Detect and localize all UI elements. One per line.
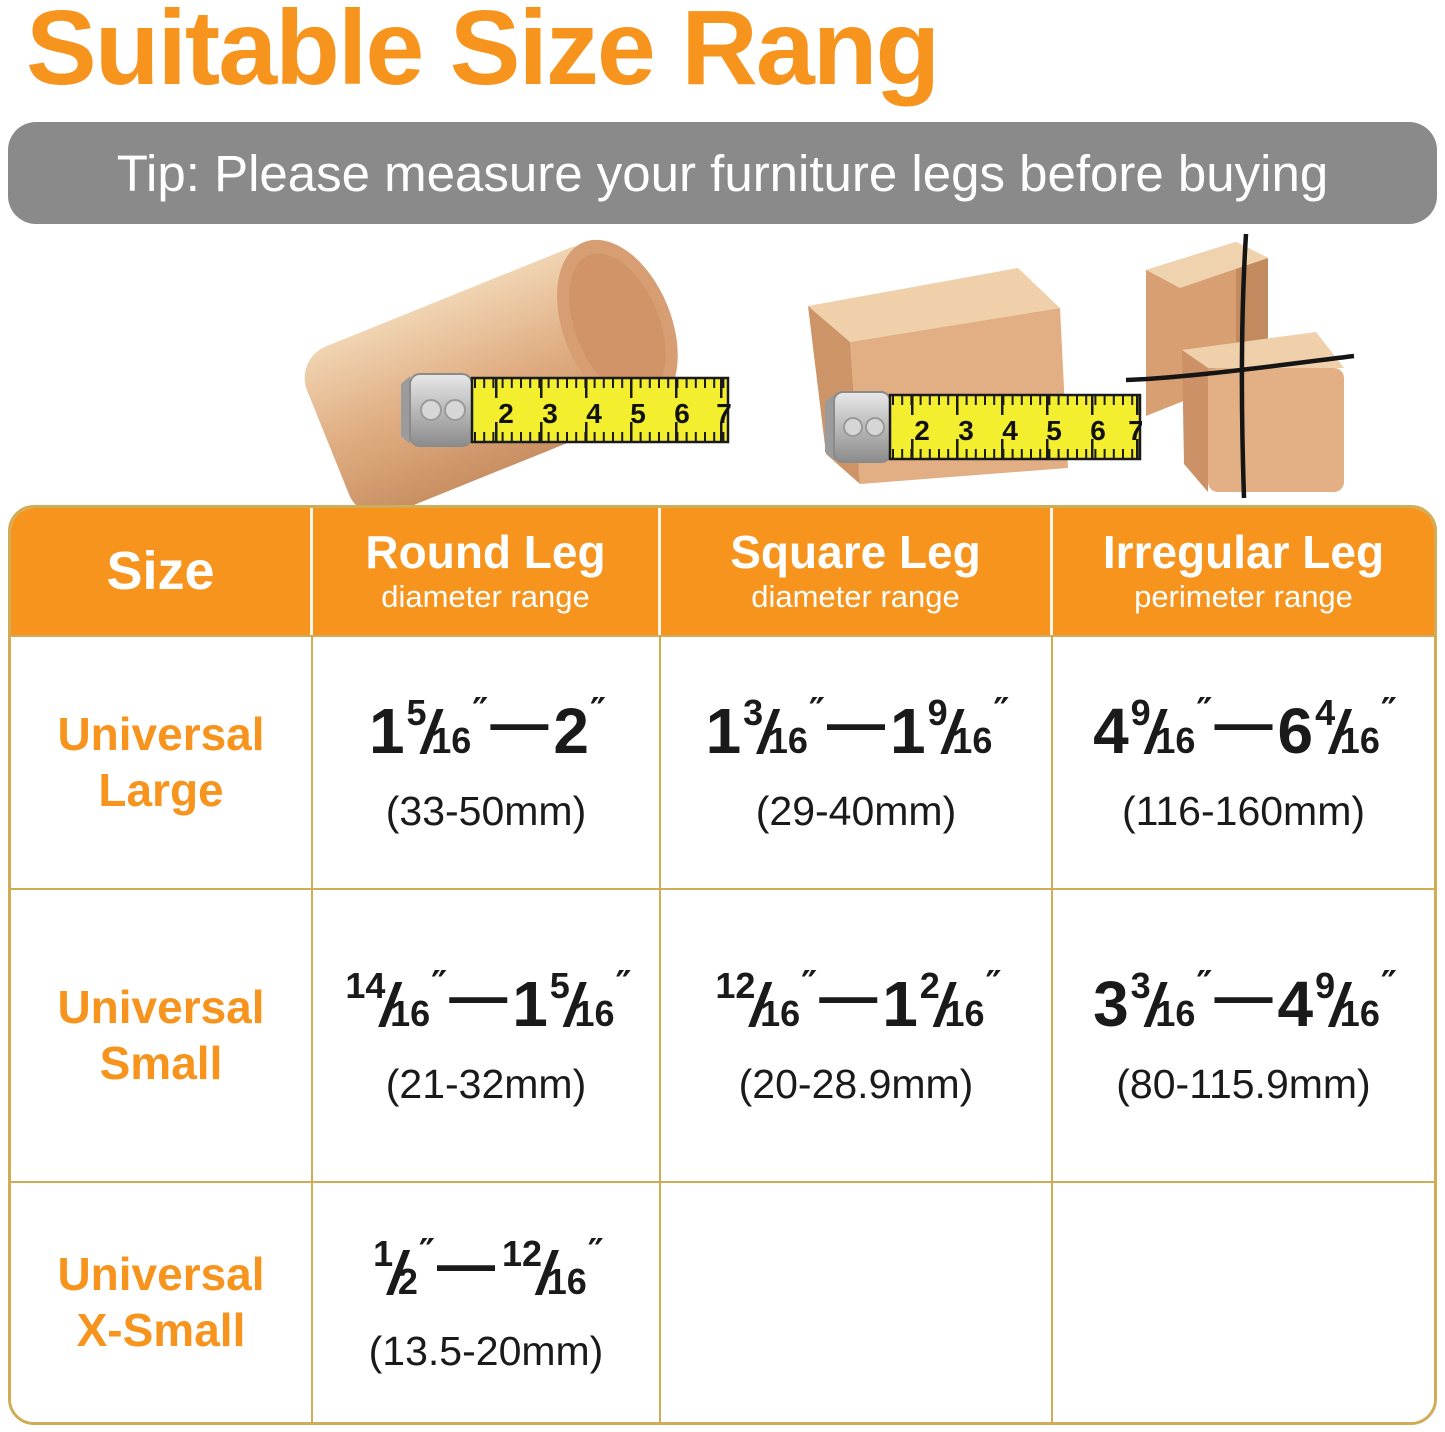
cell-large-round: 15/16″—2″ (33-50mm) [313,635,661,888]
tape-measure-icon: 2 3 4 5 6 7 [825,391,1142,463]
tape-number: 4 [586,398,602,429]
inch-range: 1/2″— 12/16″ [373,1231,604,1307]
mm-range: (21-32mm) [385,1061,587,1107]
col-header-round-leg: Round Leg diameter range [313,508,661,635]
page-title: Suitable Size Rang [26,0,940,107]
mm-range: (29-40mm) [755,788,957,834]
header-sublabel: diameter range [751,579,960,615]
round-leg-photo: 2 3 4 5 6 7 [304,239,738,505]
cell-xsmall-irregular-empty [1053,1181,1434,1422]
tape-number: 3 [542,398,558,429]
row-label-universal-x-small: Universal X-Small [11,1181,313,1422]
irregular-leg-photo [1125,233,1355,499]
cell-xsmall-square-empty [661,1181,1053,1422]
header-label: Square Leg [730,525,981,578]
tape-measure-icon: 2 3 4 5 6 7 [401,373,738,447]
measuring-string-icon [1125,233,1355,499]
cell-xsmall-round: 1/2″— 12/16″ (13.5-20mm) [313,1181,661,1422]
size-range-table: Size Round Leg diameter range Square Leg… [8,505,1437,1425]
cell-large-square: 13/16″—19/16″ (29-40mm) [661,635,1053,888]
header-sublabel: perimeter range [1134,579,1353,615]
inch-range: 13/16″—19/16″ [705,691,1010,767]
col-header-irregular-leg: Irregular Leg perimeter range [1053,508,1434,635]
mm-range: (80-115.9mm) [1116,1061,1371,1107]
photo-strip: 2 3 4 5 6 7 [0,228,1445,505]
cell-small-square: 12/16″—12/16″ (20-28.9mm) [661,888,1053,1181]
header-label: Size [106,541,215,602]
inch-range: 49/16″—64/16″ [1093,691,1397,767]
mm-range: (20-28.9mm) [738,1061,974,1107]
tape-number: 7 [716,398,732,429]
cell-small-round: 14/16″—15/16″ (21-32mm) [313,888,661,1181]
inch-range: 12/16″—12/16″ [715,964,1001,1040]
header-label: Irregular Leg [1102,525,1385,578]
tape-number: 5 [630,398,646,429]
cell-small-irregular: 33/16″—49/16″ (80-115.9mm) [1053,888,1434,1181]
col-header-square-leg: Square Leg diameter range [661,508,1053,635]
wood-cylinder [304,239,678,505]
tape-number: 2 [498,398,514,429]
row-label-universal-small: Universal Small [11,888,313,1181]
cell-large-irregular: 49/16″—64/16″ (116-160mm) [1053,635,1434,888]
tape-number: 5 [1046,415,1062,446]
inch-range: 14/16″—15/16″ [345,964,631,1040]
tape-number: 7 [1128,415,1142,446]
tape-number: 2 [914,415,930,446]
row-label-universal-large: Universal Large [11,635,313,888]
inch-range: 15/16″—2″ [368,691,606,767]
tape-number: 3 [958,415,974,446]
tape-number: 4 [1002,415,1018,446]
header-sublabel: diameter range [381,579,590,615]
tape-number: 6 [1090,415,1106,446]
tape-number: 6 [674,398,690,429]
tip-banner: Tip: Please measure your furniture legs … [8,122,1437,224]
mm-range: (13.5-20mm) [368,1327,604,1374]
inch-range: 33/16″—49/16″ [1093,964,1397,1040]
mm-range: (116-160mm) [1121,788,1366,834]
col-header-size: Size [11,508,313,635]
header-label: Round Leg [365,525,606,578]
tip-text: Tip: Please measure your furniture legs … [116,144,1329,202]
square-leg-photo: 2 3 4 5 6 7 [808,268,1142,484]
mm-range: (33-50mm) [385,788,587,834]
